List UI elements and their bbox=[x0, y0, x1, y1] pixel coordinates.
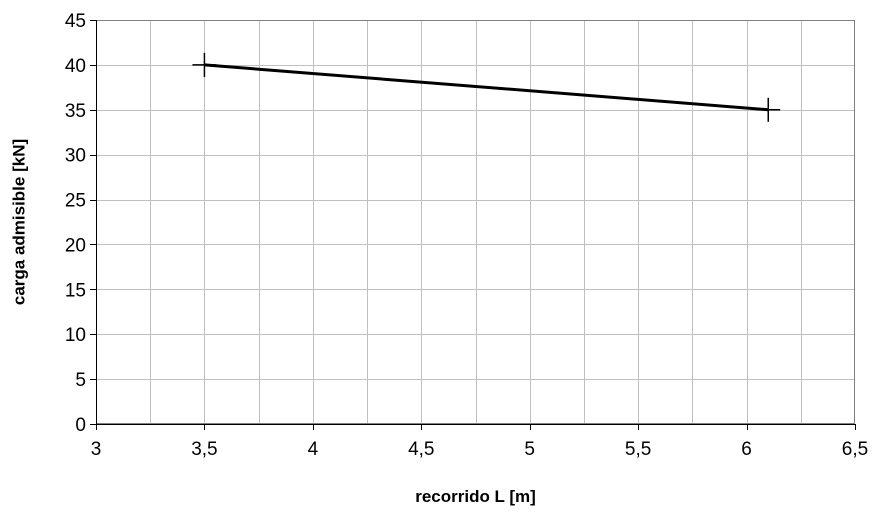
x-tick-label: 6 bbox=[741, 439, 752, 460]
data-point-marker bbox=[756, 97, 781, 122]
x-tick-label: 4,5 bbox=[408, 439, 434, 460]
gridlines bbox=[96, 20, 855, 424]
x-tick-labels: 3 3,5 4 4,5 5 5,5 6 6,5 bbox=[91, 439, 869, 460]
x-tick-label: 6,5 bbox=[842, 439, 868, 460]
y-tick-label: 45 bbox=[65, 11, 86, 32]
x-tick-label: 3 bbox=[91, 439, 102, 460]
y-tick-label: 10 bbox=[65, 325, 86, 346]
y-tick-label: 40 bbox=[65, 56, 86, 77]
data-point-marker bbox=[192, 52, 217, 77]
series-line bbox=[204, 63, 769, 112]
series-layer bbox=[192, 52, 781, 122]
y-axis-title: carga admisible [kN] bbox=[9, 139, 28, 305]
x-tick-label: 5,5 bbox=[625, 439, 651, 460]
x-tick-label: 4 bbox=[308, 439, 319, 460]
y-tick-label: 35 bbox=[65, 101, 86, 122]
x-tick-label: 5 bbox=[524, 439, 535, 460]
y-tick-label: 5 bbox=[75, 370, 86, 391]
y-tick-label: 30 bbox=[65, 146, 86, 167]
plot-area-frame bbox=[96, 20, 855, 424]
y-tick-label: 25 bbox=[65, 191, 86, 212]
y-tick-label: 15 bbox=[65, 280, 86, 301]
y-tick-labels: 0 5 10 15 20 25 30 35 40 45 bbox=[65, 11, 86, 436]
x-axis-title: recorrido L [m] bbox=[415, 487, 536, 506]
axes bbox=[90, 20, 856, 430]
x-tick-label: 3,5 bbox=[191, 439, 217, 460]
y-tick-label: 20 bbox=[65, 235, 86, 256]
y-tick-label: 0 bbox=[75, 415, 86, 436]
